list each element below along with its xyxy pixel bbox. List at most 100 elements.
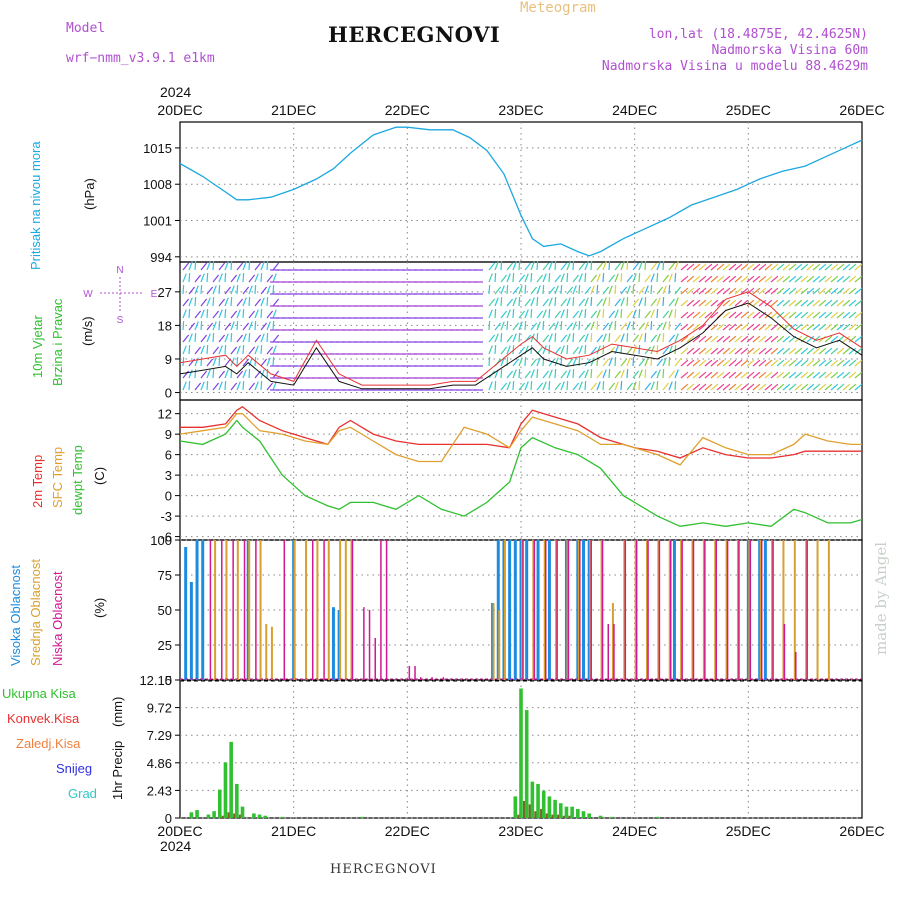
wind-barb <box>782 287 791 295</box>
wind-barb <box>698 299 707 307</box>
wind-barb <box>554 260 557 271</box>
wind-barb <box>242 286 250 295</box>
wind-barb <box>680 359 689 367</box>
wind-barb <box>188 272 191 283</box>
wind-barb <box>512 297 517 307</box>
wind-barb <box>542 334 550 343</box>
wind-barb <box>548 272 551 283</box>
wind-barb <box>854 311 863 319</box>
wind-barb <box>518 346 526 355</box>
precip-convective-bar <box>528 804 532 818</box>
cloud-mid-bar <box>702 540 705 680</box>
wind-barb <box>500 368 503 379</box>
cloud-mid-bar <box>691 540 694 680</box>
wind-barb <box>548 297 553 307</box>
precip-total-bar <box>524 710 529 818</box>
cloud-mid-bar <box>827 540 830 680</box>
wind-barb <box>230 274 238 283</box>
wind-barb <box>620 272 623 283</box>
y-tick-label: 994 <box>150 250 172 265</box>
wind-barb <box>722 371 731 379</box>
cloud-mid-bar <box>714 540 717 680</box>
wind-barb <box>758 335 767 343</box>
panel-frame <box>179 121 863 263</box>
cloud-high-bar <box>547 540 551 680</box>
wind-barb <box>500 310 508 319</box>
wind-barb <box>206 308 209 319</box>
wind-barb <box>638 308 641 319</box>
wind-barb <box>680 371 689 379</box>
wind-barb <box>584 369 589 379</box>
wind-barb <box>740 263 749 271</box>
wind-barb <box>596 320 599 331</box>
cloud-low-bar <box>368 610 371 680</box>
wind-barb <box>536 382 544 391</box>
wind-barb <box>848 287 857 295</box>
panel-frame <box>179 399 863 541</box>
wind-barb <box>254 345 259 355</box>
wind-barb <box>704 383 713 391</box>
cloud-low-bar <box>442 677 445 680</box>
wind-barb <box>596 273 601 283</box>
wind-barb <box>620 297 625 307</box>
wind-barb <box>626 357 631 367</box>
wind-barb <box>224 358 232 367</box>
wind-barb <box>626 296 629 307</box>
wind-barb <box>764 275 773 283</box>
wind-barb <box>674 286 682 295</box>
wind-barb <box>488 334 496 343</box>
wind-barb <box>758 371 767 379</box>
cloud-mid-bar <box>555 540 558 680</box>
legend-convective-rain: Konvek.Kisa <box>7 711 80 726</box>
station-title: HERCEGNOVI <box>328 22 501 47</box>
wind-barb <box>632 356 635 367</box>
wind-barb <box>638 380 641 391</box>
wind-barb <box>230 260 233 271</box>
cloud-mid-bar <box>521 540 523 680</box>
wind-barb <box>266 285 271 295</box>
wind-barb <box>632 345 637 355</box>
wind-barb <box>584 344 587 355</box>
x-tick-label-bottom: 26DEC <box>839 823 884 839</box>
wind-barb <box>854 383 863 391</box>
wind-barb <box>788 311 797 319</box>
wind-barb <box>710 311 719 319</box>
precip-convective-bar <box>545 813 549 818</box>
wind-barb <box>506 370 514 379</box>
cloud-mid-bar <box>532 540 535 680</box>
wind-barb <box>770 311 779 319</box>
wind-barb <box>668 284 671 295</box>
wind-barb <box>686 275 695 283</box>
wind-barb <box>188 380 191 391</box>
wind-barb <box>722 383 731 391</box>
wind-barb <box>260 272 263 283</box>
wind-barb <box>506 334 514 343</box>
wind-barb <box>554 285 559 295</box>
wind-barb <box>512 344 515 355</box>
wind-barb <box>668 273 673 283</box>
wind-barb <box>572 310 580 319</box>
wind-barb <box>656 261 661 271</box>
wind-barb <box>854 299 863 307</box>
wind-barb <box>764 311 773 319</box>
wind-barb <box>488 345 493 355</box>
wind-barb <box>254 309 259 319</box>
wind-barb <box>848 371 857 379</box>
wind-barb <box>512 286 520 295</box>
wind-barb <box>500 346 508 355</box>
wind-barb <box>662 285 667 295</box>
wind-barb <box>662 346 670 355</box>
wind-barb <box>710 287 719 295</box>
wind-barb <box>506 298 514 307</box>
wind-barb <box>530 322 538 331</box>
wind-barb <box>668 381 673 391</box>
wind-barb <box>656 380 659 391</box>
wind-barb <box>704 263 713 271</box>
wind-barb <box>524 284 527 295</box>
wind-barb <box>554 274 562 283</box>
wind-barb <box>776 275 785 283</box>
cloud-low-bar <box>380 540 382 680</box>
wind-barb <box>560 320 563 331</box>
precip-convective-bar <box>238 814 242 818</box>
wind-barb <box>554 382 562 391</box>
